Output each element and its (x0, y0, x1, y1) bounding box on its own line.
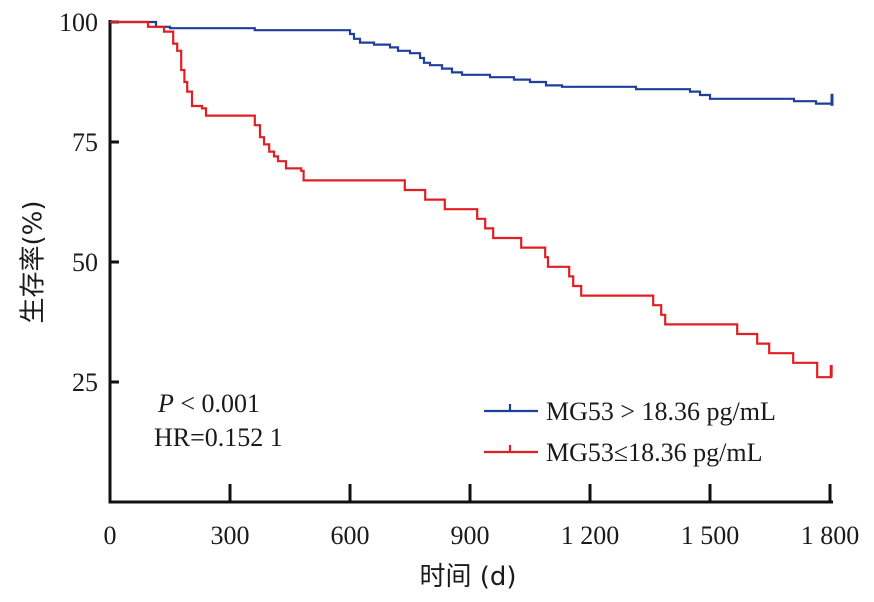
y-tick-label: 100 (59, 8, 98, 37)
p-value-annotation: P < 0.001 (157, 389, 260, 418)
annotations: P < 0.001 HR=0.152 1 (154, 389, 283, 452)
axes: 100 75 50 25 0 300 600 900 1 200 1 500 1 800 (59, 8, 859, 550)
legend: MG53 > 18.36 pg/mL MG53≤18.36 pg/mL (484, 397, 776, 467)
legend-item-high: MG53 > 18.36 pg/mL (484, 397, 776, 426)
y-tick-label: 50 (72, 248, 98, 277)
y-tick-label: 25 (72, 368, 98, 397)
y-axis-title: 生存率(%) (19, 201, 49, 324)
p-value-text: < 0.001 (174, 389, 260, 418)
p-symbol: P (157, 389, 174, 418)
series-line-0 (110, 20, 834, 105)
x-tick-label: 300 (211, 521, 250, 550)
x-tick-label: 1 800 (801, 521, 860, 550)
legend-label-low: MG53≤18.36 pg/mL (546, 438, 763, 467)
x-tick-label: 1 500 (681, 521, 740, 550)
y-axis-title-text: 生存率(%) (19, 201, 49, 324)
series-line-1 (110, 20, 833, 379)
x-tick-label: 1 200 (561, 521, 620, 550)
legend-item-low: MG53≤18.36 pg/mL (484, 438, 763, 467)
x-tick-label: 0 (104, 521, 117, 550)
hr-annotation: HR=0.152 1 (154, 423, 283, 452)
x-tick-label: 600 (331, 521, 370, 550)
y-tick-label: 75 (72, 128, 98, 157)
x-axis-title: 时间 (d) (419, 562, 516, 592)
x-tick-label: 900 (451, 521, 490, 550)
series-layer (110, 20, 834, 379)
legend-label-high: MG53 > 18.36 pg/mL (546, 397, 776, 426)
